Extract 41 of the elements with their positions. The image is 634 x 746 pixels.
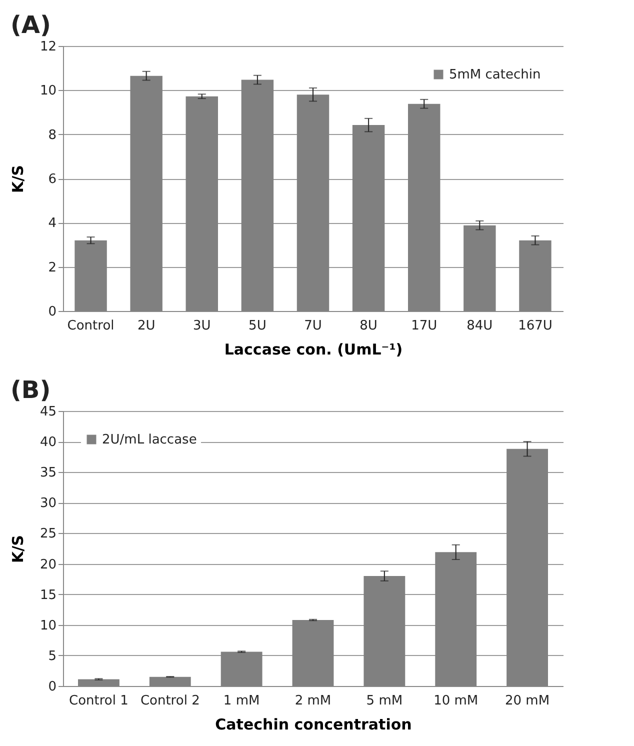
y-tick-label: 40 — [40, 435, 56, 450]
x-tick-label: 10 mM — [434, 694, 478, 708]
x-tick-label: 1 mM — [223, 694, 260, 708]
legend-label: 2U/mL laccase — [102, 432, 197, 448]
x-tick-label: 3U — [192, 318, 211, 334]
y-tick-label: 12 — [40, 40, 56, 54]
x-tick-label: 2U — [137, 318, 156, 334]
x-tick-label: Control — [67, 318, 114, 334]
y-axis-title: K/S — [8, 165, 27, 193]
x-tick-label: 5 mM — [366, 694, 403, 708]
x-axis-title: Catechin concentration — [215, 716, 412, 734]
x-tick-label: 5U — [248, 318, 266, 334]
y-tick-label: 8 — [48, 128, 56, 143]
y-tick-label: 4 — [48, 216, 56, 232]
x-tick-label: 167U — [518, 318, 552, 334]
y-axis-title: K/S — [8, 535, 27, 563]
chart-title: (B) — [10, 376, 51, 404]
y-tick-label: 5 — [48, 648, 56, 664]
y-tick-label: 0 — [48, 680, 56, 694]
y-tick-label: 20 — [40, 557, 56, 572]
y-tick-label: 10 — [40, 618, 56, 634]
y-tick-label: 35 — [40, 466, 56, 481]
y-tick-label: 10 — [40, 84, 56, 99]
x-tick-label: Control 1 — [69, 694, 128, 708]
x-tick-label: 7U — [304, 318, 322, 334]
legend-label: 5mM catechin — [449, 68, 541, 82]
x-tick-label: 84U — [466, 318, 493, 334]
x-tick-label: Control 2 — [140, 694, 200, 708]
x-tick-label: 17U — [411, 318, 438, 334]
x-tick-label: 2 mM — [294, 694, 332, 708]
y-tick-label: 6 — [48, 172, 56, 187]
y-tick-label: 2 — [48, 260, 56, 276]
x-tick-label: 20 mM — [505, 694, 550, 708]
y-tick-label: 25 — [40, 526, 56, 542]
y-tick-label: 45 — [40, 404, 56, 420]
chart-title: (A) — [10, 11, 51, 39]
y-tick-label: 30 — [40, 496, 56, 512]
x-tick-label: 8U — [360, 318, 378, 334]
y-tick-label: 0 — [48, 304, 56, 320]
y-tick-label: 15 — [40, 588, 56, 603]
x-axis-title: Laccase con. (UmL⁻¹) — [224, 340, 403, 358]
